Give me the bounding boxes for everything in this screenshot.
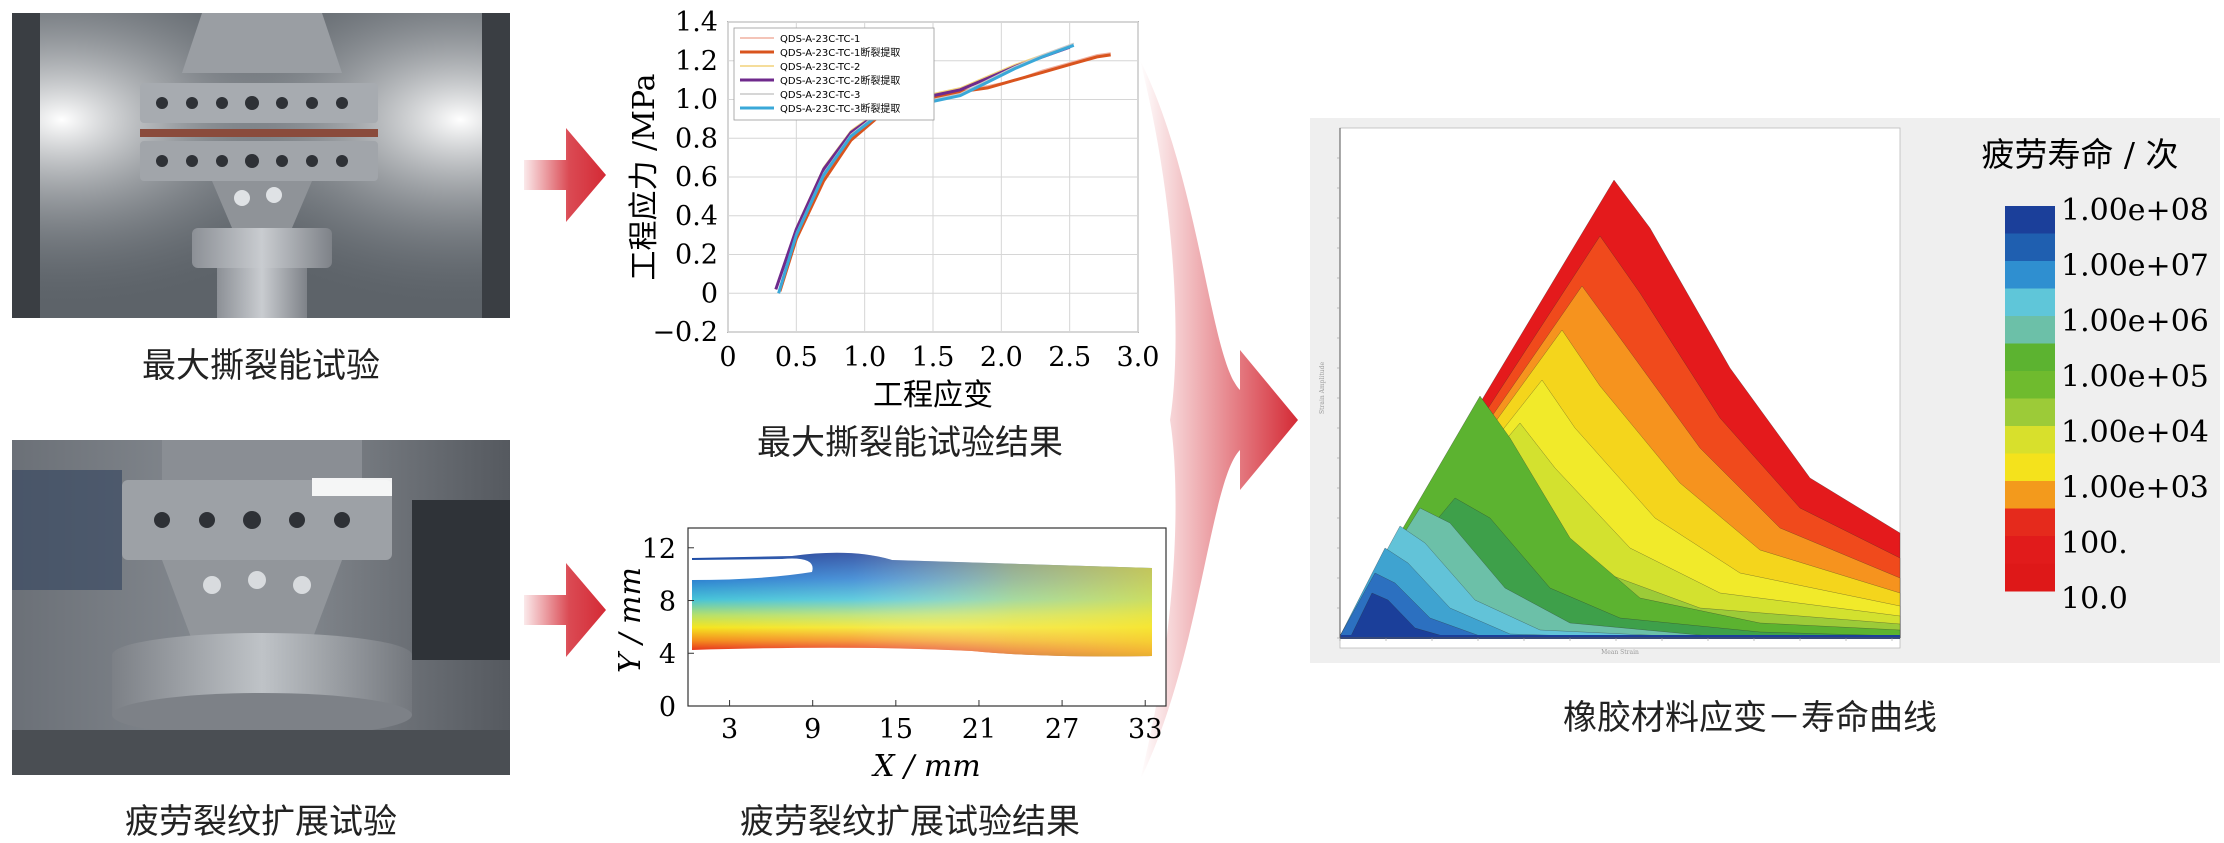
fatigue-life-legend-title: 疲劳寿命 / 次: [1981, 135, 2178, 174]
fatigue-legend-level-label: 10.0: [2061, 582, 2128, 617]
tear-legend-entry: QDS-A-23C-TC-2断裂提取: [780, 74, 900, 87]
fatigue-legend-level-label: 1.00e+07: [2061, 249, 2209, 284]
crack-test-caption: 疲劳裂纹扩展试验: [125, 802, 397, 842]
tear-x-tick-label: 3.0: [1117, 342, 1160, 373]
crack-contour-overlay: [692, 552, 1152, 657]
tear-y-tick-label: −0.2: [652, 317, 718, 348]
tear-result-chart: 0 0.5 1.0 1.5 2.0 2.5 3.0−0.200.20.40.60.81.01…: [627, 10, 1160, 413]
tear-x-tick-label: 1.5: [912, 342, 955, 373]
tear-series-line: [778, 53, 1111, 292]
fatigue-legend-swatch: [2005, 233, 2055, 262]
crack-result-caption: 疲劳裂纹扩展试验结果: [740, 802, 1080, 842]
crack-y-tick-label: 0: [659, 692, 676, 723]
tear-y-tick-label: 1.0: [675, 85, 718, 116]
tear-y-tick-label: 0.2: [675, 240, 718, 271]
strain-life-y-axis-label: Strain Amplitude: [1319, 362, 1326, 414]
crack-x-tick-label: 9: [804, 714, 821, 745]
tear-legend-box: [733, 27, 935, 121]
fatigue-legend-swatch: [2005, 563, 2055, 592]
fatigue-life-legend: 1.00e+08 1.00e+07 1.00e+06 1.00e+05 1.00e+04…: [2005, 193, 2209, 617]
fatigue-legend-swatch: [2005, 343, 2055, 372]
tear-x-tick-label: 0: [719, 342, 736, 373]
crack-x-tick-label: 15: [879, 714, 913, 745]
fatigue-legend-swatch: [2005, 508, 2055, 537]
tear-y-tick-label: 1.2: [675, 46, 718, 77]
crack-result-chart: 3 9 15 21 27 33 0 4 8 12 X / mm Y / mm: [613, 527, 1167, 784]
crack-y-axis-label: Y / mm: [613, 567, 648, 673]
arrow-right-icon: [524, 128, 606, 222]
tear-x-axis-label: 工程应变: [873, 378, 993, 413]
crack-y-tick-label: 4: [659, 639, 676, 670]
strain-life-caption: 橡胶材料应变－寿命曲线: [1563, 698, 1937, 738]
fatigue-legend-swatch: [2005, 453, 2055, 482]
fatigue-legend-swatch: [2005, 536, 2055, 564]
tear-test-caption: 最大撕裂能试验: [142, 346, 380, 386]
fatigue-legend-swatch: [2005, 398, 2055, 427]
converge-arrow-icon: [1140, 60, 1298, 780]
fatigue-legend-level-label: 100.: [2061, 526, 2128, 561]
tear-y-axis-label: 工程应力 /MPa: [627, 73, 662, 280]
strain-life-chart: Strain Amplitude Mean Strain 疲劳寿命 / 次 1.…: [1310, 118, 2220, 663]
fatigue-legend-swatch: [2005, 371, 2055, 399]
crack-y-tick-label: 8: [659, 587, 676, 618]
tear-x-tick-label: 2.0: [980, 342, 1023, 373]
fatigue-legend-level-label: 1.00e+08: [2061, 193, 2209, 228]
arrow-right-icon: [524, 563, 606, 657]
crack-initial-notch: [692, 558, 813, 580]
tear-legend-entry: QDS-A-23C-TC-2: [780, 62, 860, 73]
tear-y-tick-label: 0.6: [675, 162, 718, 193]
fatigue-legend-swatch: [2005, 426, 2055, 454]
fatigue-legend-swatch: [2005, 288, 2055, 317]
tear-result-caption: 最大撕裂能试验结果: [757, 423, 1063, 463]
crack-x-tick-label: 21: [962, 714, 996, 745]
fatigue-legend-swatch: [2005, 206, 2055, 234]
crack-x-tick-label: 27: [1045, 714, 1079, 745]
tear-y-tick-label: 0.4: [675, 201, 718, 232]
tear-y-tick-label: 0: [701, 278, 718, 309]
tear-y-tick-label: 0.8: [675, 123, 718, 154]
crack-x-tick-label: 33: [1128, 714, 1162, 745]
crack-y-tick-label: 12: [642, 534, 676, 565]
crack-test-photo: [12, 440, 510, 775]
tear-legend-entry: QDS-A-23C-TC-1断裂提取: [780, 46, 900, 59]
tear-legend-entry: QDS-A-23C-TC-1: [780, 34, 860, 45]
fatigue-legend-swatch: [2005, 481, 2055, 509]
tear-y-tick-label: 1.4: [675, 10, 718, 38]
crack-x-tick-label: 3: [721, 714, 738, 745]
fatigue-contour-baseline: [1340, 635, 1900, 639]
crack-test-apparatus-illustration: [12, 440, 510, 775]
strain-life-x-axis-label: Mean Strain: [1601, 649, 1639, 656]
crack-x-axis-label: X / mm: [871, 749, 980, 784]
tear-x-tick-label: 2.5: [1048, 342, 1091, 373]
fatigue-legend-swatch: [2005, 261, 2055, 289]
tear-x-tick-label: 1.0: [843, 342, 886, 373]
tear-test-photo: [12, 13, 510, 318]
fatigue-legend-level-label: 1.00e+03: [2061, 471, 2209, 506]
tear-legend-entry: QDS-A-23C-TC-3: [780, 90, 860, 101]
tear-x-tick-label: 0.5: [775, 342, 818, 373]
tear-legend-entry: QDS-A-23C-TC-3断裂提取: [780, 102, 900, 115]
fatigue-legend-level-label: 1.00e+05: [2061, 360, 2209, 395]
fatigue-legend-level-label: 1.00e+04: [2061, 415, 2209, 450]
tear-test-apparatus-illustration: [12, 13, 510, 318]
fatigue-legend-swatch: [2005, 316, 2055, 344]
fatigue-legend-level-label: 1.00e+06: [2061, 304, 2209, 339]
